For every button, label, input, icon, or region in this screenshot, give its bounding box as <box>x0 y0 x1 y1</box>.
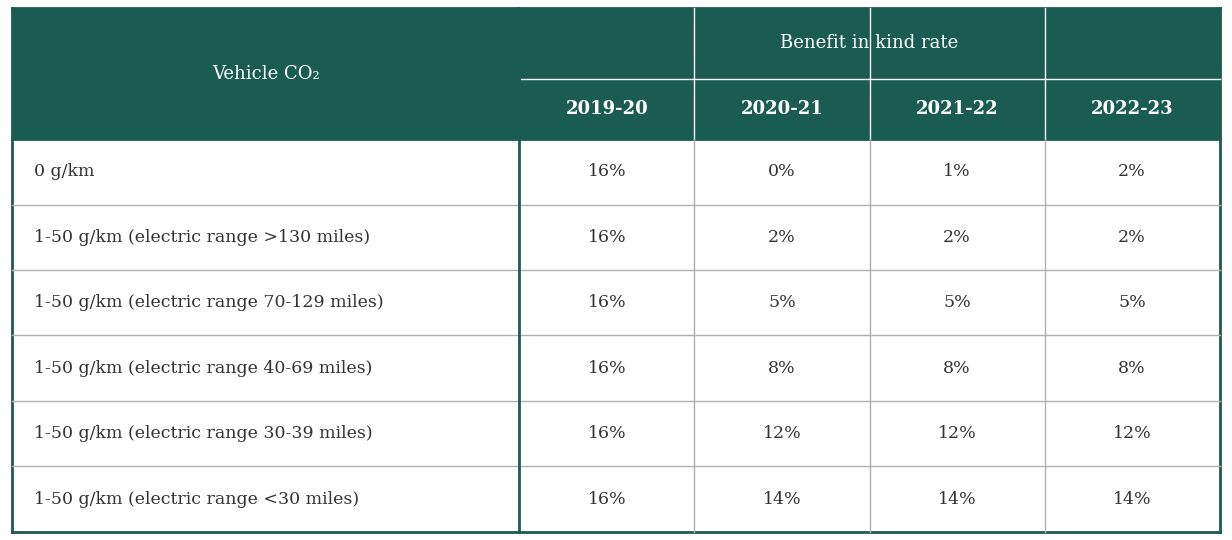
Bar <box>12 467 1220 532</box>
Text: 5%: 5% <box>768 294 796 311</box>
Text: 8%: 8% <box>944 360 971 377</box>
Bar <box>520 8 1220 79</box>
Bar <box>1045 79 1220 139</box>
Text: 16%: 16% <box>588 425 626 442</box>
Text: 2021-22: 2021-22 <box>915 100 998 118</box>
Text: 2020-21: 2020-21 <box>740 100 823 118</box>
Text: 14%: 14% <box>938 491 977 508</box>
Text: 1-50 g/km (electric range >130 miles): 1-50 g/km (electric range >130 miles) <box>34 229 371 246</box>
Bar <box>870 79 1045 139</box>
Text: 14%: 14% <box>1112 491 1152 508</box>
Text: 14%: 14% <box>763 491 801 508</box>
Bar <box>12 139 1220 205</box>
Text: 1-50 g/km (electric range 30-39 miles): 1-50 g/km (electric range 30-39 miles) <box>34 425 373 442</box>
Text: 2019-20: 2019-20 <box>565 100 648 118</box>
Text: 16%: 16% <box>588 491 626 508</box>
Text: 12%: 12% <box>763 425 801 442</box>
Bar <box>12 270 1220 335</box>
Text: Benefit in kind rate: Benefit in kind rate <box>780 35 958 52</box>
Text: 16%: 16% <box>588 229 626 246</box>
Bar <box>695 79 870 139</box>
Text: 2%: 2% <box>944 229 971 246</box>
Text: 12%: 12% <box>938 425 977 442</box>
Text: 1-50 g/km (electric range <30 miles): 1-50 g/km (electric range <30 miles) <box>34 491 360 508</box>
Text: 1-50 g/km (electric range 40-69 miles): 1-50 g/km (electric range 40-69 miles) <box>34 360 373 377</box>
Bar <box>12 8 520 139</box>
Text: 5%: 5% <box>1119 294 1146 311</box>
Text: 0 g/km: 0 g/km <box>34 163 95 180</box>
Text: 16%: 16% <box>588 360 626 377</box>
Text: 2%: 2% <box>768 229 796 246</box>
Text: 2%: 2% <box>1119 229 1146 246</box>
Text: 2%: 2% <box>1119 163 1146 180</box>
Text: 8%: 8% <box>769 360 796 377</box>
Bar <box>12 205 1220 270</box>
Text: 0%: 0% <box>769 163 796 180</box>
Bar <box>12 401 1220 467</box>
Bar <box>520 79 695 139</box>
Bar <box>12 335 1220 401</box>
Text: 5%: 5% <box>944 294 971 311</box>
Text: 12%: 12% <box>1112 425 1152 442</box>
Text: 8%: 8% <box>1119 360 1146 377</box>
Text: 2022-23: 2022-23 <box>1090 100 1173 118</box>
Text: 16%: 16% <box>588 294 626 311</box>
Text: 1-50 g/km (electric range 70-129 miles): 1-50 g/km (electric range 70-129 miles) <box>34 294 384 311</box>
Text: Vehicle CO₂: Vehicle CO₂ <box>212 65 320 83</box>
Text: 16%: 16% <box>588 163 626 180</box>
Text: 1%: 1% <box>944 163 971 180</box>
